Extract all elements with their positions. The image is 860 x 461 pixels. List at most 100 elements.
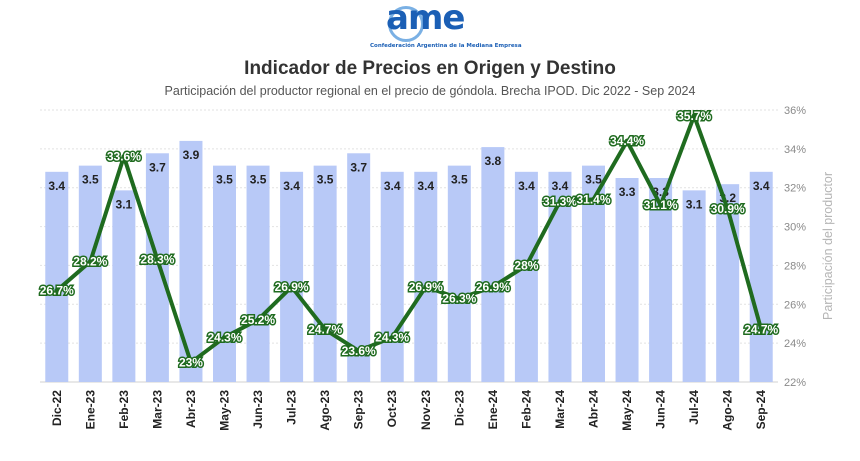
line-point: [591, 196, 596, 202]
bar-value-label: 3.4: [552, 179, 569, 193]
line-value-label: 31.3%: [543, 194, 577, 208]
line-value-label: 24.3%: [207, 330, 241, 344]
line-point: [523, 262, 529, 268]
bar-value-label: 3.4: [753, 179, 770, 193]
bar-value-label: 3.4: [48, 179, 65, 193]
bar-value-label: 3.7: [149, 160, 166, 174]
came-logo: ame Confederación Argentina de la Median…: [360, 0, 522, 52]
line-point: [725, 206, 731, 212]
bar: [481, 147, 505, 382]
bar-value-label: 3.5: [451, 173, 468, 187]
x-tick-label: Mar-24: [553, 390, 567, 429]
line-value-label: 34.4%: [610, 134, 644, 148]
bar: [145, 153, 169, 382]
y-axis-title: Participación del productor: [821, 172, 835, 320]
x-tick-label: Oct-23: [385, 390, 399, 428]
bar-value-label: 3.3: [619, 185, 636, 199]
line-value-label: 24.3%: [375, 330, 409, 344]
line-point: [557, 198, 563, 204]
x-tick-label: Dic-23: [452, 390, 466, 426]
line-point: [624, 138, 630, 144]
x-tick-label: Sep-23: [352, 390, 366, 430]
line-point: [121, 154, 127, 160]
line-point: [154, 257, 160, 263]
y-tick-label: 24%: [784, 338, 806, 350]
line-value-label: 26.7%: [40, 284, 74, 298]
line-point: [658, 202, 664, 208]
bar: [615, 178, 639, 382]
line-point: [322, 327, 328, 333]
line-series: [55, 113, 764, 365]
bar: [280, 171, 304, 382]
y-tick-label: 36%: [784, 105, 806, 117]
line-value-label: 31.4%: [576, 192, 610, 206]
line-value-label: 26.9%: [476, 280, 510, 294]
bar: [179, 140, 203, 382]
bar-value-label: 3.4: [283, 179, 300, 193]
x-tick-label: Nov-23: [419, 390, 433, 430]
x-tick-label: Dic-22: [50, 390, 64, 426]
line-point: [87, 259, 93, 265]
x-tick-label: Feb-23: [117, 390, 131, 429]
line-point: [456, 295, 462, 301]
y-tick-label: 30%: [784, 222, 806, 234]
line-value-label: 30.9%: [711, 202, 745, 216]
bar-value-label: 3.1: [686, 197, 703, 211]
bar-value-label: 3.5: [585, 173, 602, 187]
x-tick-label: Feb-24: [519, 390, 533, 429]
line-value-label: 31.1%: [644, 198, 678, 212]
bar-value-label: 3.4: [518, 179, 535, 193]
line-value-label: 28%: [514, 258, 538, 272]
y-tick-label: 28%: [784, 260, 806, 272]
line-point: [490, 284, 496, 290]
bar: [649, 178, 673, 382]
bar: [380, 171, 404, 382]
line-value-label: 24.7%: [744, 323, 778, 337]
line-value-label: 26.3%: [442, 291, 476, 305]
line-value-label: 28.3%: [140, 253, 174, 267]
line-value-label: 23.6%: [342, 344, 376, 358]
x-tick-label: May-24: [620, 390, 634, 431]
line-point: [255, 317, 261, 323]
x-tick-label: Ene-24: [486, 390, 500, 430]
line-point: [222, 334, 227, 340]
x-tick-label: Abr-24: [587, 390, 601, 428]
x-tick-label: Ago-23: [318, 390, 332, 431]
line-value-label: 26.9%: [275, 280, 309, 294]
bar-value-label: 3.5: [216, 173, 233, 187]
x-tick-label: Abr-23: [184, 390, 198, 428]
line-point: [423, 284, 429, 290]
line-value-label: 26.9%: [409, 280, 443, 294]
bar: [112, 190, 136, 382]
y-tick-label: 26%: [784, 299, 806, 311]
x-tick-label: Ago-24: [721, 390, 735, 431]
x-tick-label: Ene-23: [83, 390, 97, 430]
bar: [514, 171, 538, 382]
bar: [447, 165, 471, 382]
bar-value-label: 3.5: [82, 173, 99, 187]
y-tick-label: 34%: [784, 144, 806, 156]
chart-subtitle: Participación del productor regional en …: [164, 84, 696, 98]
bar-value-label: 3.4: [417, 179, 434, 193]
bar-value-label: 3.1: [116, 197, 133, 211]
x-tick-label: Mar-23: [150, 390, 164, 429]
x-tick-label: Jul-24: [687, 390, 701, 425]
bar-value-label: 3.9: [183, 148, 200, 162]
bar: [313, 165, 337, 382]
bar: [548, 171, 572, 382]
logo-ring: [388, 6, 424, 42]
bar-value-label: 3.7: [350, 160, 367, 174]
x-tick-label: Sep-24: [754, 390, 768, 430]
bar-value-label: 3.8: [485, 154, 502, 168]
line-point: [691, 113, 697, 119]
y-tick-label: 32%: [784, 183, 806, 195]
bar-value-label: 3.5: [317, 173, 334, 187]
bar: [347, 153, 371, 382]
x-tick-label: May-23: [218, 390, 232, 431]
line-point: [188, 360, 194, 366]
line-point: [389, 334, 395, 340]
line-value-label: 23%: [179, 356, 203, 370]
line-point: [758, 327, 764, 333]
line-value-label: 35.7%: [677, 109, 711, 123]
